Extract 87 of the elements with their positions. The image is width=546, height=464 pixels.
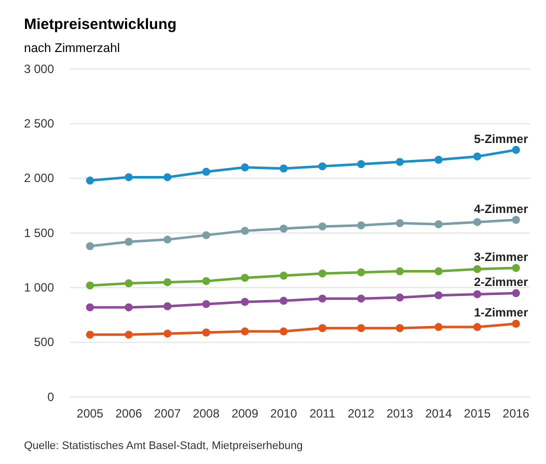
point <box>86 176 94 184</box>
chart-title: Mietpreisentwicklung <box>24 16 177 33</box>
x-tick-label: 2005 <box>76 406 104 421</box>
point <box>318 222 326 230</box>
series-label: 4-Zimmer <box>474 202 528 216</box>
source-note: Quelle: Statistisches Amt Basel-Stadt, Mietpreiserhebung <box>24 440 303 452</box>
point <box>124 303 133 312</box>
point <box>318 162 326 170</box>
series-label: 2-Zimmer <box>474 275 528 290</box>
y-tick-label: 0 <box>47 390 54 404</box>
point <box>163 236 172 244</box>
point <box>434 291 443 300</box>
x-tick-label: 2006 <box>115 406 142 421</box>
point <box>86 282 94 290</box>
point <box>357 324 366 332</box>
x-tick-label: 2007 <box>154 406 182 421</box>
point <box>163 173 172 182</box>
x-tick-label: 2016 <box>502 406 530 421</box>
point <box>202 300 210 308</box>
point <box>163 330 172 338</box>
point <box>396 158 404 166</box>
point <box>240 163 249 172</box>
point <box>473 218 482 226</box>
point <box>473 323 482 332</box>
x-tick-label: 2012 <box>348 406 375 421</box>
point <box>473 290 482 298</box>
point <box>86 242 94 250</box>
point <box>434 156 443 164</box>
series-label: 3-Zimmer <box>474 250 528 264</box>
point <box>280 272 288 280</box>
point <box>240 226 249 235</box>
point <box>318 269 326 278</box>
point <box>240 327 249 336</box>
point <box>357 268 366 276</box>
point <box>512 264 520 272</box>
point <box>473 152 482 160</box>
point <box>163 278 172 286</box>
point <box>473 265 482 274</box>
x-tick-label: 2013 <box>386 406 414 421</box>
point <box>512 320 520 328</box>
point <box>512 289 520 298</box>
point <box>86 330 94 339</box>
x-tick-label: 2014 <box>425 406 452 421</box>
point <box>318 294 326 303</box>
point <box>124 173 133 182</box>
point <box>280 296 288 305</box>
series-label: 1-Zimmer <box>474 306 528 320</box>
point <box>202 231 210 240</box>
point <box>396 267 404 276</box>
point <box>512 146 520 154</box>
y-tick-label: 1 000 <box>24 280 54 295</box>
x-tick-label: 2009 <box>232 406 259 421</box>
point <box>280 327 288 336</box>
point <box>512 216 520 224</box>
point <box>202 328 210 336</box>
point <box>396 324 404 332</box>
x-tick-label: 2011 <box>309 406 336 421</box>
y-tick-label: 3 000 <box>24 62 54 76</box>
point <box>124 279 133 288</box>
y-tick-label: 2 500 <box>24 116 54 131</box>
point <box>202 168 210 176</box>
point <box>434 220 443 228</box>
point <box>434 323 443 332</box>
point <box>357 294 366 303</box>
point <box>357 160 366 168</box>
point <box>434 267 443 276</box>
point <box>240 274 249 282</box>
series-label: 5-Zimmer <box>474 132 528 146</box>
y-tick-label: 1 500 <box>24 226 54 240</box>
point <box>163 302 172 310</box>
point <box>280 164 288 172</box>
y-tick-label: 2 000 <box>24 171 54 186</box>
chart-subtitle: nach Zimmerzahl <box>24 41 120 55</box>
x-tick-label: 2015 <box>464 406 491 421</box>
point <box>280 224 288 233</box>
y-tick-label: 500 <box>34 335 54 350</box>
point <box>318 324 326 332</box>
point <box>357 221 366 230</box>
point <box>240 298 249 306</box>
point <box>396 294 404 302</box>
point <box>86 303 94 312</box>
point <box>124 238 133 246</box>
point <box>124 330 133 339</box>
x-tick-label: 2008 <box>192 406 220 421</box>
point <box>396 219 404 228</box>
x-tick-label: 2010 <box>270 406 298 421</box>
point <box>202 277 210 286</box>
